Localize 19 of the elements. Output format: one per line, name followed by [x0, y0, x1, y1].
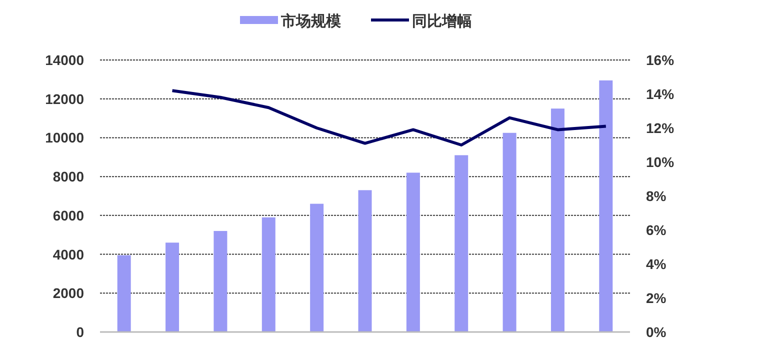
- y2-tick-label: 2%: [646, 290, 667, 306]
- y2-tick-label: 10%: [646, 154, 675, 170]
- y-tick-label: 0: [76, 324, 84, 340]
- y2-tick-label: 16%: [646, 52, 675, 68]
- y2-tick-label: 4%: [646, 256, 667, 272]
- y-tick-label: 2000: [52, 285, 84, 302]
- y2-tick-label: 0%: [646, 324, 667, 340]
- y-tick-label: 8000: [52, 168, 84, 185]
- legend-label: 同比增幅: [412, 13, 472, 30]
- y-tick-label: 12000: [45, 90, 84, 107]
- y-tick-label: 6000: [52, 207, 84, 224]
- y2-tick-label: 12%: [646, 120, 675, 136]
- legend-label: 市场规模: [280, 12, 342, 30]
- y2-tick-label: 6%: [646, 222, 667, 238]
- y-tick-label: 14000: [45, 52, 84, 68]
- y-tick-label: 10000: [45, 130, 84, 146]
- y2-tick-label: 14%: [646, 86, 675, 102]
- y2-tick-label: 8%: [646, 188, 667, 204]
- y-tick-label: 4000: [52, 246, 84, 262]
